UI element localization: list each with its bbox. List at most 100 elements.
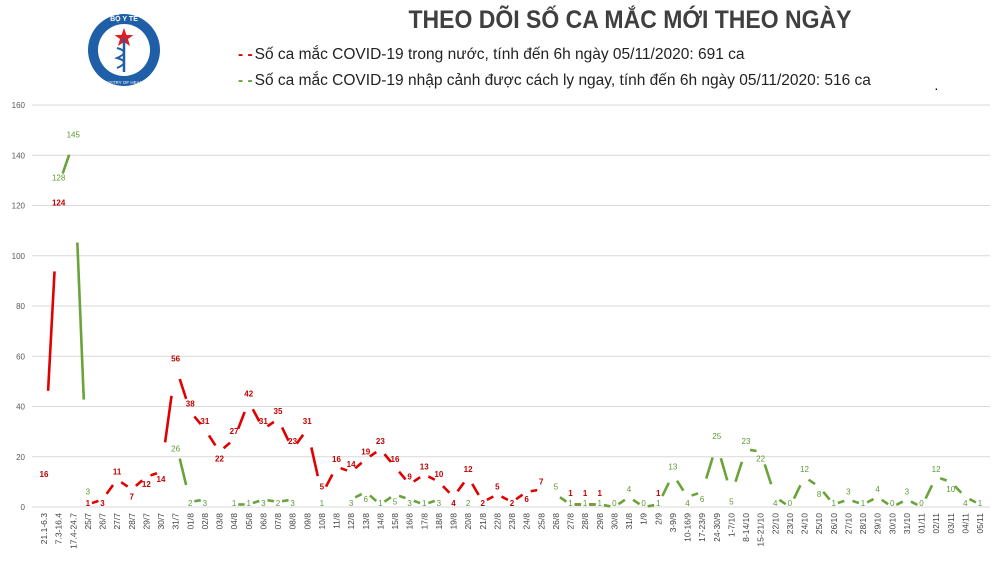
series-segment-domestic	[324, 473, 334, 488]
data-label-domestic: 10	[434, 470, 443, 479]
data-label-imported: 1	[378, 499, 383, 508]
series-segment-domestic	[295, 433, 305, 445]
series-segment-domestic	[280, 426, 290, 442]
x-tick-label: 08/8	[288, 513, 298, 530]
data-label-domestic: 12	[464, 465, 473, 474]
series-segment-domestic	[266, 420, 275, 428]
series-segment-imported	[617, 498, 626, 506]
series-segment-imported	[719, 457, 729, 481]
x-tick-label: 28/8	[580, 513, 590, 530]
y-tick-label: 100	[12, 252, 26, 261]
stray-dot: ·	[934, 80, 939, 96]
series-segment-imported	[647, 503, 655, 508]
data-label-imported: 1	[978, 499, 983, 508]
data-label-domestic: 31	[200, 417, 209, 426]
series-segment-imported	[267, 498, 275, 503]
series-segment-domestic	[427, 475, 436, 481]
series-segment-domestic	[515, 493, 524, 501]
data-label-domestic: 11	[113, 467, 122, 476]
series-segment-imported	[76, 242, 86, 400]
data-label-imported: 3	[290, 499, 295, 508]
series-segment-imported	[880, 498, 889, 506]
series-segment-domestic	[310, 447, 320, 477]
data-label-imported: 0	[612, 499, 617, 508]
y-tick-label: 80	[16, 302, 25, 311]
x-tick-label: 24-30/9	[712, 513, 722, 542]
series-segment-imported	[559, 496, 568, 503]
x-tick-label: 01/8	[185, 513, 195, 530]
x-tick-label: 25/7	[83, 513, 93, 530]
x-tick-label: 04/8	[229, 513, 239, 530]
logo-text-bottom: MINISTRY OF HEALTH	[100, 80, 148, 85]
data-label-domestic: 16	[332, 455, 341, 464]
x-tick-label: 8-14/10	[741, 513, 751, 542]
logo-text-top: BỘ Y TẾ	[110, 13, 138, 23]
series-segment-imported	[632, 498, 641, 506]
x-tick-label: 28/7	[127, 513, 137, 530]
data-label-domestic: 38	[186, 400, 195, 409]
series-segment-imported	[924, 484, 934, 500]
series-segment-domestic	[251, 408, 261, 422]
data-label-imported: 4	[875, 485, 880, 494]
x-tick-label: 1-7/10	[726, 513, 736, 537]
data-label-imported: 10	[946, 485, 955, 494]
data-label-domestic: 16	[391, 455, 400, 464]
series-segment-domestic	[486, 495, 494, 502]
data-label-imported: 3	[261, 499, 266, 508]
data-label-domestic: 42	[244, 389, 253, 398]
series-segment-domestic	[471, 483, 480, 496]
y-tick-label: 40	[16, 403, 25, 412]
x-tick-label: 04/11	[960, 513, 970, 534]
series-segment-imported	[383, 496, 392, 503]
data-label-domestic: 22	[215, 455, 224, 464]
data-label-imported: 23	[742, 437, 751, 446]
x-tick-label: 27/10	[843, 513, 853, 535]
series-segment-imported	[939, 477, 948, 482]
series-segment-domestic	[222, 441, 231, 450]
data-label-imported: 3	[437, 499, 442, 508]
data-label-domestic: 1	[656, 489, 661, 498]
x-tick-label: 05/11	[975, 513, 985, 534]
x-tick-label: 2/9	[653, 513, 663, 525]
data-label-imported: 4	[773, 499, 778, 508]
data-label-imported: 2	[276, 499, 281, 508]
x-tick-label: 30/8	[609, 513, 619, 530]
series-segment-imported	[368, 494, 378, 502]
series-segment-domestic	[237, 411, 246, 430]
data-label-domestic: 19	[361, 447, 370, 456]
series-segment-domestic	[46, 271, 56, 391]
data-label-imported: 0	[890, 499, 895, 508]
data-label-imported: 13	[668, 462, 677, 471]
series-segment-imported	[895, 500, 904, 507]
x-tick-label: 27/7	[112, 513, 122, 530]
series-segment-imported	[807, 478, 816, 486]
series-segment-imported	[354, 492, 363, 499]
data-label-imported: 22	[756, 455, 765, 464]
x-tick-label: 07/8	[273, 513, 283, 530]
series-segment-domestic	[456, 481, 466, 493]
x-tick-label: 17.4-24.7	[68, 513, 78, 549]
x-tick-label: 26/8	[551, 513, 561, 530]
series-segment-imported	[778, 498, 787, 506]
x-tick-label: 12/8	[346, 513, 356, 530]
data-label-domestic: 27	[230, 427, 239, 436]
x-tick-label: 06/8	[258, 513, 268, 530]
series-segment-domestic	[105, 484, 115, 495]
data-label-domestic: 1	[568, 489, 573, 498]
data-label-imported: 25	[712, 432, 721, 441]
x-tick-label: 23/8	[507, 513, 517, 530]
data-label-imported: 1	[656, 499, 661, 508]
series-segment-domestic	[207, 434, 217, 447]
y-tick-label: 0	[21, 503, 26, 512]
legend-label-domestic: Số ca mắc COVID-19 trong nước, tính đến …	[254, 46, 745, 63]
series-segment-imported	[734, 461, 744, 483]
series-segment-domestic	[340, 466, 348, 472]
series-segment-imported	[178, 458, 188, 486]
legend-item-domestic: - - Số ca mắc COVID-19 trong nước, tính đ…	[238, 46, 745, 63]
data-label-domestic: 14	[157, 475, 166, 484]
x-tick-label: 21/8	[478, 513, 488, 530]
x-tick-label: 24/10	[800, 513, 810, 535]
data-label-imported: 3	[86, 487, 91, 496]
series-segment-domestic	[369, 450, 378, 458]
data-label-domestic: 5	[320, 482, 325, 491]
